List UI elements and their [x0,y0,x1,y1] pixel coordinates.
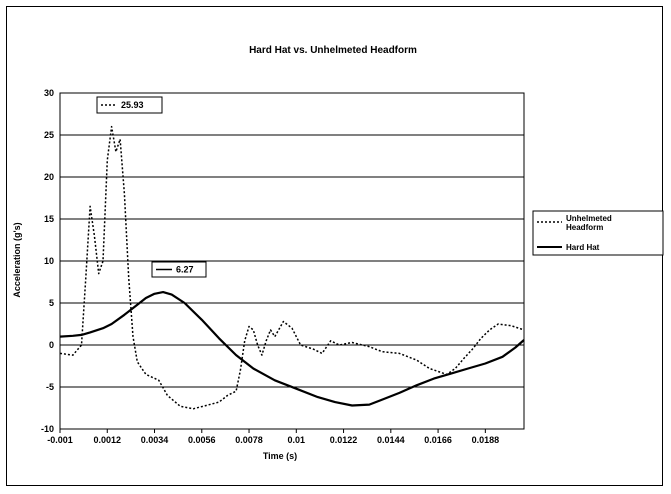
y-tick-label: 30 [44,88,54,98]
series-line-hard-hat [59,291,525,407]
legend: Unhelmeted Headform Hard Hat [532,210,664,256]
x-tick-label: 0.01 [288,435,306,445]
y-tick-label: 10 [44,256,54,266]
x-tick-label: 0.0078 [235,435,263,445]
x-tick-label: 0.0034 [141,435,169,445]
y-tick-label: 15 [44,214,54,224]
x-tick-label: -0.001 [47,435,73,445]
x-axis-label: Time (s) [263,451,297,461]
x-tick-label: 0.0056 [188,435,216,445]
y-tick-label: 0 [49,340,54,350]
x-tick-label: 0.0144 [377,435,405,445]
chart-title: Hard Hat vs. Unhelmeted Headform [249,45,417,56]
y-tick-label: -10 [41,424,54,434]
annotation-peak-unhelmeted-box [96,96,163,114]
y-tick-label: 25 [44,130,54,140]
legend-label-unhelmeted-line1: Unhelmeted [566,214,612,223]
legend-label-hard-hat: Hard Hat [566,243,600,252]
plot-area: 30 25 20 15 10 5 0 -5 -10-0.001 0.0012 0.0034 0.005… [41,88,525,445]
x-tick-label: 0.0012 [93,435,121,445]
y-tick-label: -5 [46,382,54,392]
x-tick-label: 0.0122 [330,435,358,445]
legend-label-unhelmeted-line2: Headform [566,223,603,232]
y-tick-label: 20 [44,172,54,182]
annotation-peak-hard-hat-box [151,261,207,278]
legend-label-unhelmeted: Unhelmeted Headform [566,214,614,232]
annotation-peak-hard-hat-value: 6.27 [176,265,194,275]
annotation-peak-unhelmeted-value: 25.93 [121,100,144,110]
y-tick-label: 5 [49,298,54,308]
x-tick-label: 0.0188 [472,435,500,445]
y-axis-label: Acceleration (g's) [12,222,22,297]
x-tick-label: 0.0166 [424,435,452,445]
series-line-unhelmeted-headform [59,125,525,410]
